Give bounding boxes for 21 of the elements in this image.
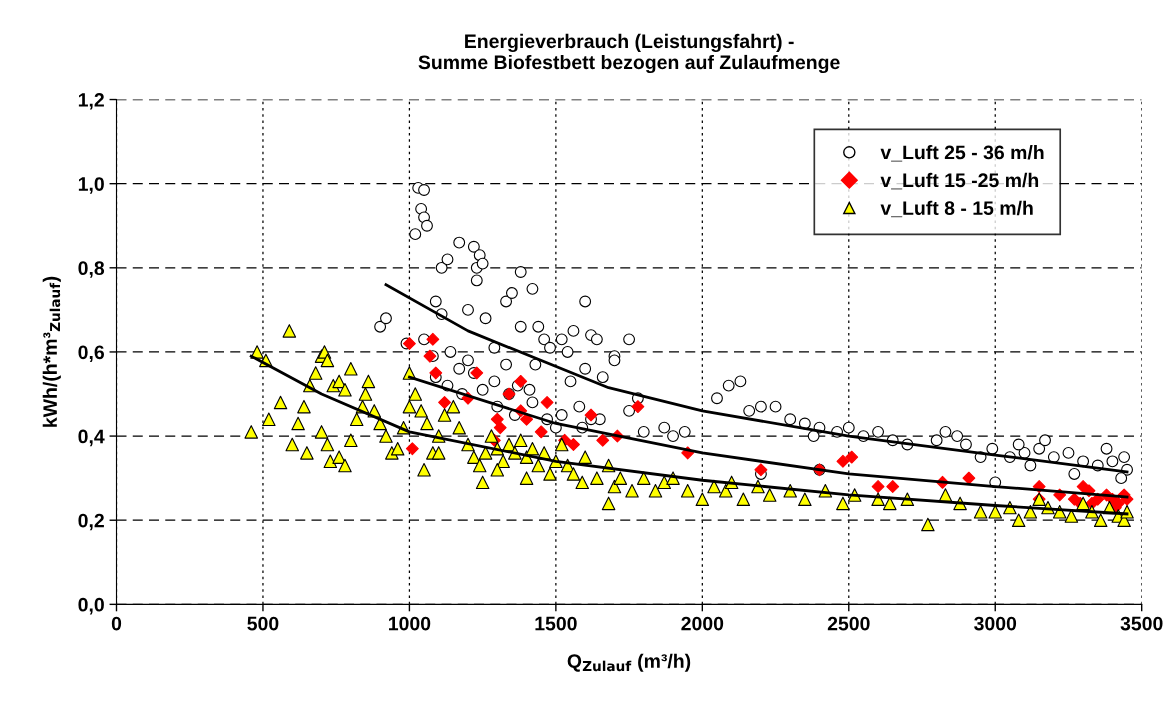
- x-tick-label: 500: [247, 616, 279, 631]
- x-tick-label: 2500: [827, 616, 870, 631]
- y-tick-label: 0,2: [78, 513, 104, 531]
- x-tick-label: 3000: [974, 616, 1017, 631]
- y-tick-label: 0,0: [78, 597, 104, 615]
- x-tick-label: 1000: [389, 616, 431, 631]
- y-tick-label: 1,0: [78, 177, 104, 194]
- y-tick-label: 0,8: [78, 261, 105, 278]
- y-axis-title: kWh/(h*m³$_{Zulauf}$): [42, 276, 61, 427]
- legend-label: v_Luft 25 - 36 m/h: [880, 145, 1044, 162]
- legend-label: v_Luft 8 - 15 m/h: [880, 200, 1033, 218]
- y-tick-label: 1,2: [78, 93, 104, 110]
- chart-title: Energieverbrauch (Leistungsfahrt) - Summe Biofestbett bezogen auf Zulaufmenge: [418, 33, 840, 74]
- x-tick-label: 3500: [1120, 616, 1163, 631]
- x-tick-label: 2000: [681, 616, 724, 631]
- x-axis-title: Q$_{Zulauf}$ (m³/h): [567, 653, 691, 672]
- legend-label: v_Luft 15 -25 m/h: [880, 172, 1039, 190]
- y-tick-label: 0,6: [78, 345, 104, 362]
- y-tick-label: 0,4: [78, 429, 105, 447]
- x-tick-label: 0: [111, 616, 122, 631]
- x-tick-label: 1500: [535, 616, 577, 631]
